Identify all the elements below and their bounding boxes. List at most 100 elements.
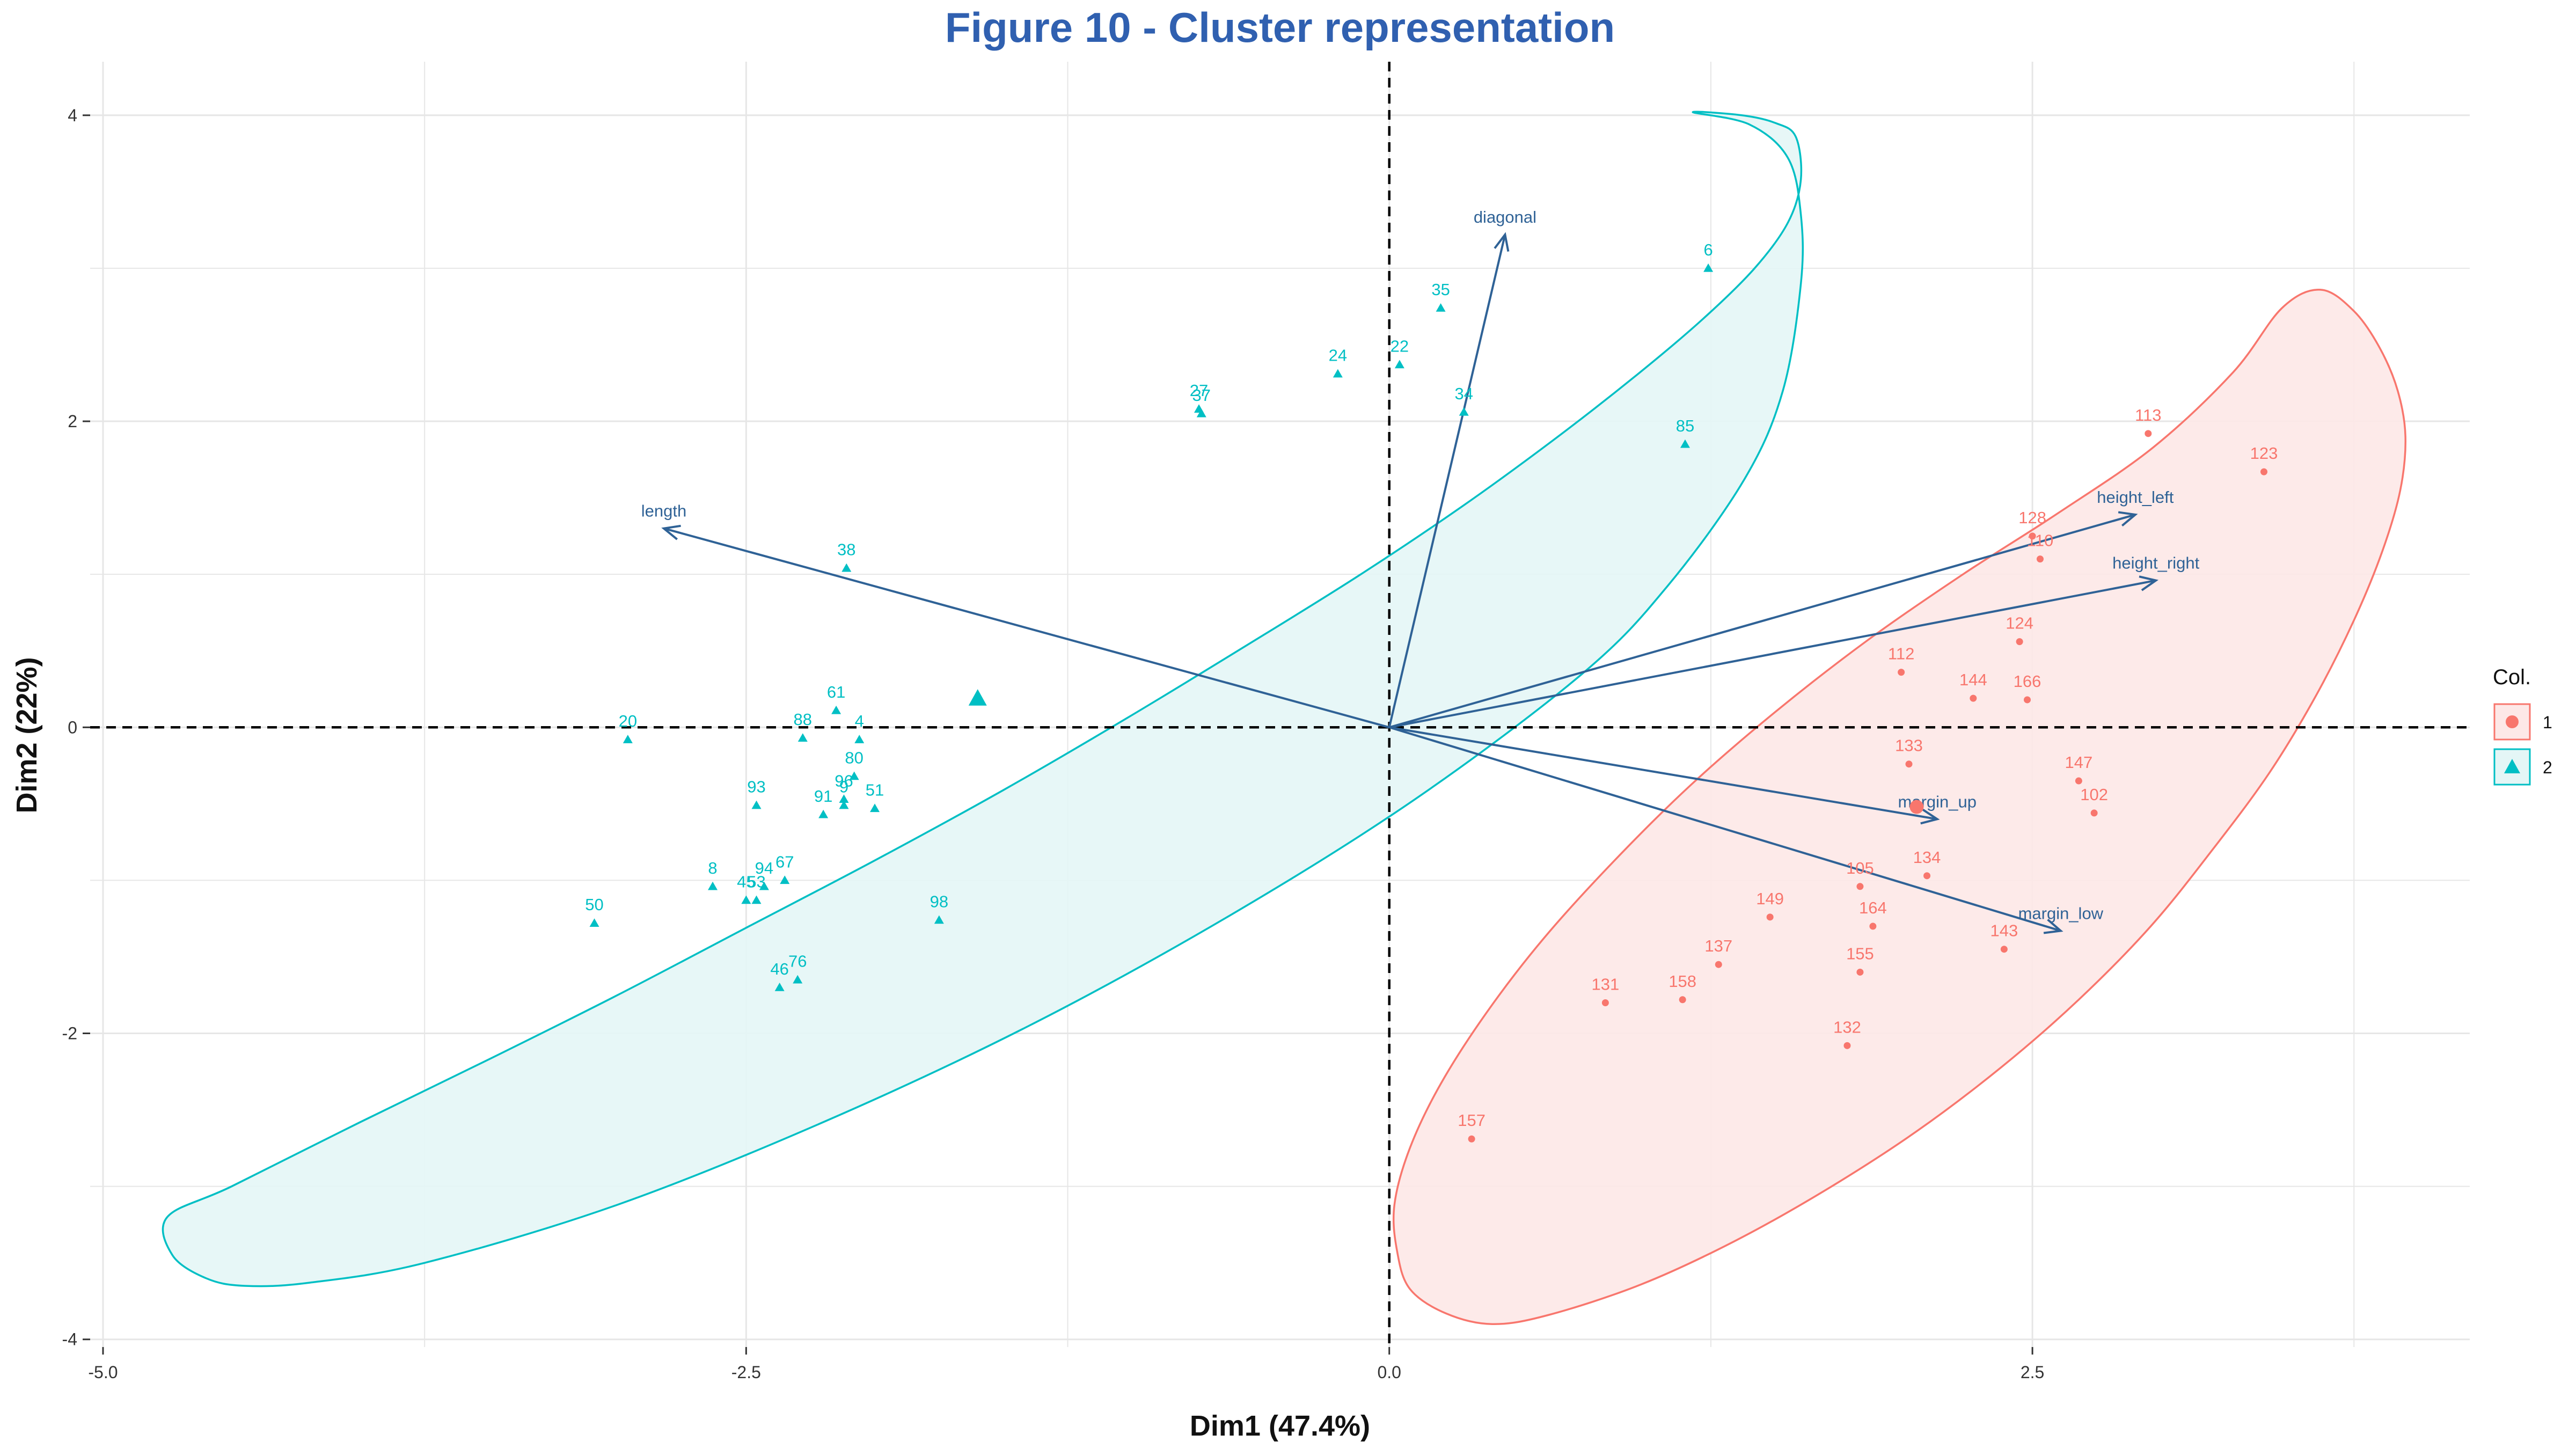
centroid-1: [1909, 800, 1924, 814]
point-158: [1679, 996, 1686, 1004]
point-label-128: 128: [2018, 508, 2046, 527]
point-label-157: 157: [1458, 1111, 1485, 1130]
point-157: [1468, 1135, 1475, 1143]
variable-label-height_right: height_right: [2112, 554, 2199, 573]
point-34: [1459, 407, 1469, 416]
point-label-53: 53: [747, 872, 765, 891]
point-45: [741, 895, 751, 904]
point-46: [774, 982, 785, 991]
point-96: [839, 794, 849, 803]
y-axis-label: Dim2 (22%): [11, 657, 43, 813]
point-24: [1333, 369, 1343, 378]
variable-label-margin_up: margin_up: [1898, 792, 1977, 811]
point-label-91: 91: [814, 787, 832, 806]
point-35: [1436, 303, 1446, 312]
point-label-67: 67: [775, 852, 794, 871]
arrow-length: [663, 527, 1390, 729]
point-label-94: 94: [755, 859, 773, 877]
x-tick-label: -2.5: [731, 1363, 761, 1382]
point-label-93: 93: [747, 778, 765, 796]
point-label-134: 134: [1913, 848, 1941, 867]
point-label-4: 4: [855, 712, 864, 730]
point-label-51: 51: [866, 780, 884, 799]
point-label-113: 113: [2135, 406, 2161, 425]
point-label-27: 27: [1190, 381, 1208, 400]
point-label-132: 132: [1833, 1018, 1861, 1036]
point-144: [1970, 694, 1977, 702]
variable-label-diagonal: diagonal: [1474, 208, 1536, 226]
point-label-110: 110: [2027, 531, 2053, 550]
legend: Col. 1 2: [2493, 665, 2552, 786]
point-4: [854, 735, 865, 743]
arrowhead-length: [661, 524, 681, 540]
point-50: [589, 918, 599, 927]
point-label-34: 34: [1454, 384, 1473, 403]
variable-arrows: diagonal length height_left height_rightmar…: [641, 208, 2200, 934]
point-label-98: 98: [930, 892, 948, 911]
point-61: [831, 705, 841, 714]
point-label-137: 137: [1704, 936, 1732, 955]
point-label-102: 102: [2080, 785, 2108, 804]
point-128: [2029, 532, 2036, 540]
point-166: [2024, 696, 2031, 704]
point-94: [759, 881, 769, 890]
arrow-margin_low: [1389, 726, 2061, 932]
x-tick-label: -5.0: [88, 1363, 118, 1382]
x-tick-label: 0.0: [1377, 1363, 1401, 1382]
point-label-131: 131: [1592, 975, 1620, 993]
point-51: [870, 803, 880, 813]
point-6: [1703, 263, 1714, 272]
centroid-2: [968, 689, 987, 706]
point-label-76: 76: [788, 952, 807, 971]
arrow-height_right: [1389, 579, 2156, 729]
legend-item-1: 1: [2493, 703, 2552, 741]
arrow-diagonal: [1388, 234, 1506, 728]
point-label-45: 45: [737, 872, 755, 891]
point-112: [1898, 669, 1905, 676]
point-88: [797, 733, 808, 742]
point-label-38: 38: [837, 540, 855, 559]
y-tick-label: -2: [62, 1024, 77, 1043]
point-149: [1766, 913, 1774, 921]
point-label-164: 164: [1859, 898, 1887, 917]
point-67: [780, 875, 790, 884]
arrowhead-margin_up: [1920, 809, 1940, 825]
y-tick-label: -4: [62, 1330, 77, 1349]
point-164: [1869, 923, 1877, 930]
point-label-149: 149: [1756, 889, 1784, 908]
point-label-9: 9: [839, 778, 848, 796]
point-113: [2145, 430, 2152, 437]
point-80: [849, 771, 859, 780]
cluster-1-ellipse: [1392, 289, 2407, 1325]
arrowhead-diagonal: [1494, 232, 1510, 252]
point-20: [623, 735, 633, 743]
legend-label-1: 1: [2543, 713, 2552, 732]
variable-label-height_left: height_left: [2097, 488, 2174, 507]
arrowhead-margin_low: [2043, 919, 2063, 934]
legend-label-2: 2: [2543, 758, 2552, 777]
point-label-22: 22: [1391, 337, 1409, 356]
point-8: [708, 881, 718, 890]
point-132: [1843, 1042, 1851, 1049]
y-tick-label: 2: [68, 412, 77, 431]
point-137: [1715, 961, 1722, 968]
point-label-105: 105: [1846, 859, 1874, 877]
point-label-24: 24: [1329, 346, 1347, 365]
point-label-50: 50: [585, 895, 603, 914]
grid: [90, 62, 2470, 1347]
cluster-2-ellipse: [162, 111, 1804, 1287]
legend-item-2: 2: [2493, 748, 2552, 786]
point-label-143: 143: [1990, 921, 2018, 940]
arrow-height_left: [1389, 514, 2136, 729]
point-label-88: 88: [794, 710, 812, 729]
point-93: [751, 800, 762, 809]
point-label-20: 20: [619, 712, 637, 730]
point-147: [2075, 777, 2082, 785]
point-label-144: 144: [1959, 670, 1987, 689]
y-tick-label: 0: [68, 718, 77, 737]
reference-lines: [90, 62, 2470, 1347]
point-110: [2036, 555, 2044, 563]
